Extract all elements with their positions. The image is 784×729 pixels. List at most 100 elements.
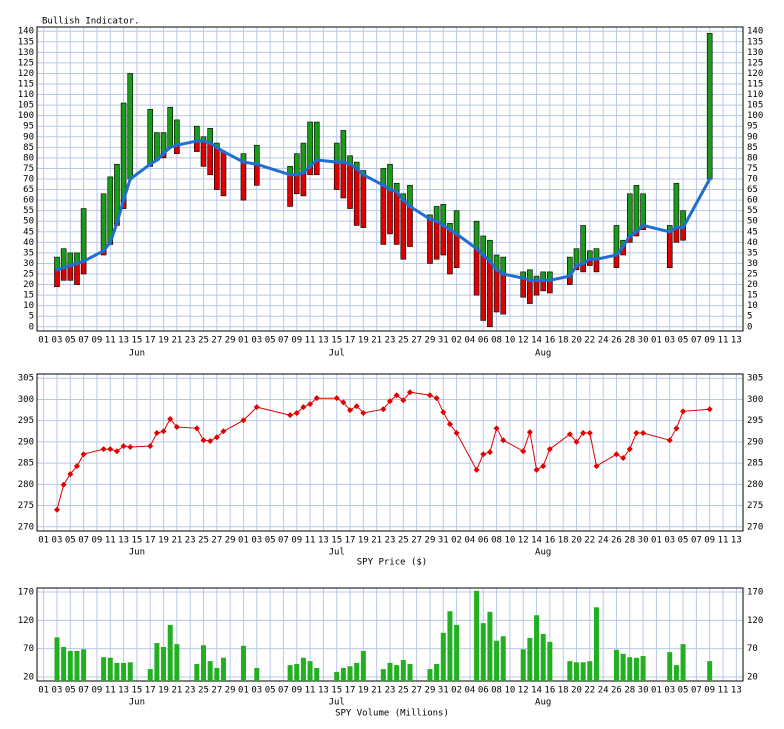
volume-bar [680, 644, 686, 681]
x-tick-label: 07 [691, 536, 702, 546]
price-marker [240, 417, 247, 424]
average-point [588, 257, 592, 262]
bar-down [74, 263, 80, 285]
x-tick-label: 07 [78, 686, 89, 696]
y-tick-label: 285 [747, 459, 763, 469]
price-marker [406, 389, 413, 396]
y-tick-label: 15 [747, 291, 758, 301]
price-marker [593, 463, 600, 470]
price-marker [60, 481, 67, 488]
volume-bar [67, 650, 73, 681]
average-point [334, 160, 339, 164]
y-tick-label: 15 [23, 291, 34, 301]
price-marker [153, 429, 160, 436]
y-tick-label: 270 [747, 522, 763, 532]
bar-up [573, 248, 580, 266]
x-tick-label: 11 [305, 686, 316, 696]
x-tick-label: 16 [544, 536, 555, 546]
bar-down [447, 229, 453, 275]
x-tick-label: 03 [52, 336, 63, 346]
month-label: Jul [329, 548, 345, 558]
bar-down [207, 142, 213, 176]
average-point [354, 166, 359, 171]
price-marker [127, 443, 134, 450]
x-tick-label: 05 [265, 686, 276, 696]
x-tick-label: 02 [451, 336, 462, 346]
x-tick-label: 03 [664, 536, 675, 546]
price-marker [360, 410, 367, 417]
x-tick-label: 19 [358, 536, 369, 546]
average-point [68, 263, 73, 268]
average-point [314, 158, 319, 162]
average-point [581, 261, 585, 266]
x-tick-label: 01 [238, 336, 249, 346]
y-tick-label: 300 [747, 395, 763, 405]
y-tick-label: 50 [747, 217, 758, 227]
price-marker [73, 463, 80, 470]
y-tick-label: 20 [747, 280, 758, 290]
y-tick-label: 170 [747, 587, 763, 597]
x-tick-label: 20 [571, 336, 582, 346]
x-tick-label: 09 [291, 686, 302, 696]
volume-bar [121, 662, 127, 681]
x-tick-label: 11 [718, 536, 729, 546]
average-point [634, 229, 639, 234]
x-tick-label: 06 [478, 686, 489, 696]
volume-bar [287, 665, 293, 681]
y-tick-label: 100 [747, 111, 763, 121]
x-tick-label: 28 [624, 336, 635, 346]
y-tick-label: 45 [747, 227, 758, 237]
average-point [381, 183, 386, 188]
y-tick-label: 300 [18, 395, 34, 405]
x-tick-label: 07 [278, 686, 289, 696]
volume-bar [81, 649, 87, 681]
x-tick-label: 03 [251, 686, 262, 696]
average-point [534, 278, 539, 283]
bar-down [493, 269, 500, 313]
y-tick-label: 80 [747, 153, 758, 163]
y-tick-label: 140 [18, 27, 34, 37]
price-marker [207, 438, 214, 445]
x-tick-label: 12 [518, 536, 529, 546]
x-tick-label: 30 [638, 336, 649, 346]
volume-bar [534, 615, 540, 681]
x-tick-label: 03 [664, 686, 675, 696]
chart-title: Bullish Indicator. [42, 17, 140, 27]
x-tick-label: 13 [118, 536, 129, 546]
average-point [361, 172, 366, 177]
volume-bar [627, 657, 633, 681]
bar-up [633, 185, 640, 233]
bar-down [253, 163, 260, 186]
bar-up [167, 106, 174, 148]
x-tick-label: 25 [198, 536, 209, 546]
bar-down [500, 273, 507, 315]
price-marker [566, 431, 573, 438]
y-tick-label: 305 [747, 374, 763, 384]
average-point [81, 259, 86, 264]
average-point [168, 145, 173, 150]
x-tick-label: 01 [651, 686, 662, 696]
bar-up [194, 125, 200, 142]
volume-bar [74, 650, 80, 681]
y-tick-label: 10 [23, 301, 34, 311]
average-point [441, 223, 446, 228]
bar-up [433, 206, 440, 222]
y-tick-label: 275 [18, 501, 34, 511]
y-tick-label: 70 [747, 175, 758, 185]
plot-frame [36, 26, 744, 332]
bar-up [207, 128, 213, 144]
x-tick-label: 09 [92, 336, 103, 346]
volume-bar [54, 637, 60, 681]
bar-down [240, 161, 247, 201]
y-tick-label: 140 [747, 27, 763, 37]
x-tick-label: 10 [504, 686, 515, 696]
y-tick-label: 20 [23, 280, 34, 290]
y-tick-label: 305 [18, 374, 34, 384]
average-point [641, 223, 645, 228]
x-tick-label: 30 [638, 536, 649, 546]
x-tick-label: 07 [278, 536, 289, 546]
y-tick-label: 170 [18, 587, 34, 597]
volume-bar [487, 611, 493, 681]
x-tick-label: 13 [318, 336, 329, 346]
